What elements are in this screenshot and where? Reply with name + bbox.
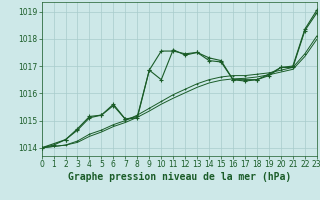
X-axis label: Graphe pression niveau de la mer (hPa): Graphe pression niveau de la mer (hPa)	[68, 172, 291, 182]
